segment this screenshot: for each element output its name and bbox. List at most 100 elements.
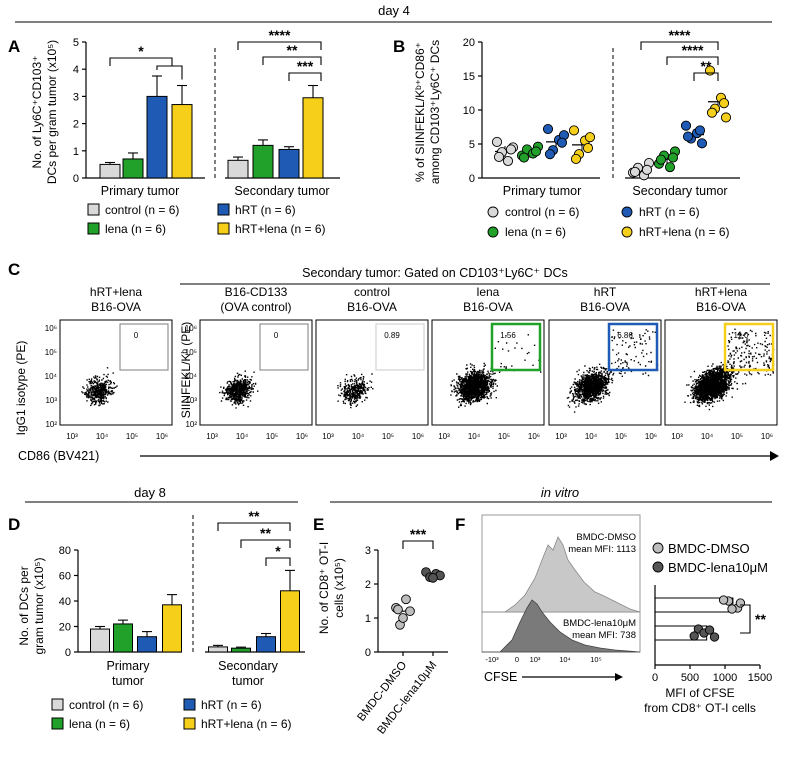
panel-c-x-tick-label: 10⁴ xyxy=(701,432,714,441)
panel-f-legend-label: BMDC-DMSO xyxy=(668,541,750,556)
panel-d-bar-lena xyxy=(231,647,251,653)
panel-c-y-tick-label: 10⁵ xyxy=(45,348,57,357)
panel-a-sig-bracket xyxy=(109,57,173,66)
panel-f-dot xyxy=(735,598,746,608)
panel-d-legend-label: hRT+lena (n = 6) xyxy=(201,717,292,731)
panel-letter-a: A xyxy=(8,37,20,56)
panel-c-plot-title: hRT+lena xyxy=(695,285,747,299)
panel-c-y-tick-label: 10⁵ xyxy=(185,348,197,357)
panel-e-sig-label: *** xyxy=(410,526,427,542)
panel-f-dot xyxy=(709,632,720,642)
day8-label: day 8 xyxy=(134,485,166,500)
panel-b-group-primary: Primary tumor xyxy=(503,184,581,198)
panel-c-arrowhead-icon xyxy=(770,451,779,461)
panel-b-dot-control xyxy=(505,144,517,155)
panel-e-y-tick-label: 3 xyxy=(365,545,371,557)
panel-f-hist-x-tick-label: 10³ xyxy=(530,655,541,664)
panel-c-x-tick-label: 10⁵ xyxy=(731,432,743,441)
panel-d-bar-control xyxy=(208,646,228,653)
panel-letter-e: E xyxy=(313,515,324,534)
panel-d-group-primary: Primary xyxy=(106,659,150,673)
panel-a-legend-label: hRT+lena (n = 6) xyxy=(235,222,326,236)
panel-e-ylabel-1: No. of CD8⁺ OT-I xyxy=(317,542,331,634)
panel-letter-f: F xyxy=(455,515,465,534)
panel-b-ylabel-1: % of SIINFEKL/Kᵇ⁺CD86⁺ xyxy=(413,42,427,182)
panel-f-hist-x-tick-label: 10⁵ xyxy=(590,655,601,664)
panel-c-x-tick-label: 10³ xyxy=(555,432,567,441)
panel-b-sig-label: **** xyxy=(682,42,704,58)
panel-b-dot-lena xyxy=(518,152,530,163)
panel-a-legend-swatch xyxy=(217,203,230,216)
panel-a: No. of Ly6C⁺CD103⁺ DCs per gram tumor (x… xyxy=(30,27,340,236)
panel-b-group-secondary: Secondary tumor xyxy=(632,184,727,198)
panel-a-sig-label: **** xyxy=(269,27,291,43)
panel-b-dot-control xyxy=(491,136,503,148)
panel-c-gate-value: 1.56 xyxy=(500,331,516,340)
panel-f-hist-lena xyxy=(482,599,641,653)
panel-d-y-tick-label: 0 xyxy=(65,647,71,659)
panel-a-legend-swatch xyxy=(217,222,230,235)
panel-a-ylabel-2: DCs per gram tumor (x10⁵) xyxy=(45,40,59,184)
panel-a-bar-control xyxy=(99,163,121,179)
panel-d-group-secondary-sub: tumor xyxy=(232,674,264,688)
panel-f-legend-marker xyxy=(652,561,664,573)
panel-b-dot-hrt-lena xyxy=(706,107,718,118)
panel-c-x-tick-label: 10⁶ xyxy=(296,432,308,441)
panel-d-sig-bracket xyxy=(265,557,291,566)
panel-f-hist-mfi-lena: mean MFI: 738 xyxy=(572,630,636,641)
panel-a-y-tick-label: 1 xyxy=(73,146,79,158)
panel-d-legend-label: lena (n = 6) xyxy=(69,717,130,731)
panel-c-y-tick-label: 10⁴ xyxy=(45,372,58,381)
panel-b-dot-hrt xyxy=(680,120,692,131)
panel-a-legend-label: control (n = 6) xyxy=(105,203,179,217)
panel-c-plot-frame xyxy=(59,319,173,426)
panel-b-y-tick-label: 15 xyxy=(463,71,475,83)
panel-e: No. of CD8⁺ OT-I cells (x10⁵) 0 1 2 3 *** B… xyxy=(317,526,448,737)
panel-d-ylabel-2: gram tumor (x10⁵) xyxy=(32,558,46,655)
panel-f-dot xyxy=(718,595,729,605)
panel-c-event-dots xyxy=(219,370,259,409)
invitro-label: in vitro xyxy=(541,485,579,500)
panel-c-y-tick-label: 10³ xyxy=(45,396,57,405)
panel-c-xlabel: CD86 (BV421) xyxy=(18,449,99,463)
panel-a-legend-label: lena (n = 6) xyxy=(105,222,166,236)
panel-b-legend-label: control (n = 6) xyxy=(505,205,579,219)
panel-d-y-tick-label: 20 xyxy=(59,622,71,634)
panel-a-legend-swatch xyxy=(87,222,100,235)
panel-b-legend-marker xyxy=(487,206,499,218)
panel-f-hist-arrowhead-icon xyxy=(615,673,623,681)
panel-b-dot-lena xyxy=(655,154,667,165)
panel-c-gate-value: 11.0 xyxy=(734,331,750,340)
panel-e-dot xyxy=(398,613,408,623)
panel-c-event-dots xyxy=(337,373,374,409)
panel-a-group-secondary: Secondary tumor xyxy=(234,184,329,198)
panel-c-ylabel-tetramer: SIINFEKL/Kᵇ (PE) xyxy=(179,322,193,419)
panel-d-legend-swatch xyxy=(51,717,64,730)
panel-d-legend-label: hRT (n = 6) xyxy=(201,698,262,712)
panel-f-hist-mfi-dmso: mean MFI: 1113 xyxy=(568,544,636,555)
panel-letter-c: C xyxy=(8,260,20,279)
panel-b-sig-label: ** xyxy=(701,58,712,74)
panel-c-x-tick-label: 10⁵ xyxy=(126,432,138,441)
panel-a-bar-hrt xyxy=(278,148,300,179)
panel-d: No. of DCs per gram tumor (x10⁵) 0 20 40 60… xyxy=(17,508,305,731)
panel-b-dot-hrt-lena xyxy=(720,112,732,123)
day4-label: day 4 xyxy=(378,3,410,18)
panel-e-cat-lena: BMDC-lena10μM xyxy=(375,659,439,736)
panel-c-x-tick-label: 10⁵ xyxy=(266,432,278,441)
panel-b-y-tick-label: 20 xyxy=(463,37,475,49)
panel-c-y-tick-label: 10³ xyxy=(185,396,197,405)
panel-a-bar-control xyxy=(227,159,249,179)
panel-f-legend-label: BMDC-lena10μM xyxy=(668,560,768,575)
panel-b-sig-bracket xyxy=(693,72,719,81)
panel-f-sig-bracket xyxy=(740,604,751,634)
panel-f: BMDC-DMSO mean MFI: 1113 BMDC-lena10μM mean… xyxy=(481,514,772,715)
panel-c-y-tick-label: 10⁴ xyxy=(185,372,198,381)
panel-f-x-tick-label: 1500 xyxy=(748,672,772,684)
panel-b-dot-lena xyxy=(667,152,679,163)
panel-f-x-tick-label: 0 xyxy=(652,672,658,684)
panel-c-plot-subtitle: B16-OVA xyxy=(463,300,513,314)
panel-d-sig-label: * xyxy=(275,543,281,559)
panel-f-xlabel-2: from CD8⁺ OT-I cells xyxy=(644,701,756,715)
panel-a-y-tick-label: 0 xyxy=(73,173,79,185)
